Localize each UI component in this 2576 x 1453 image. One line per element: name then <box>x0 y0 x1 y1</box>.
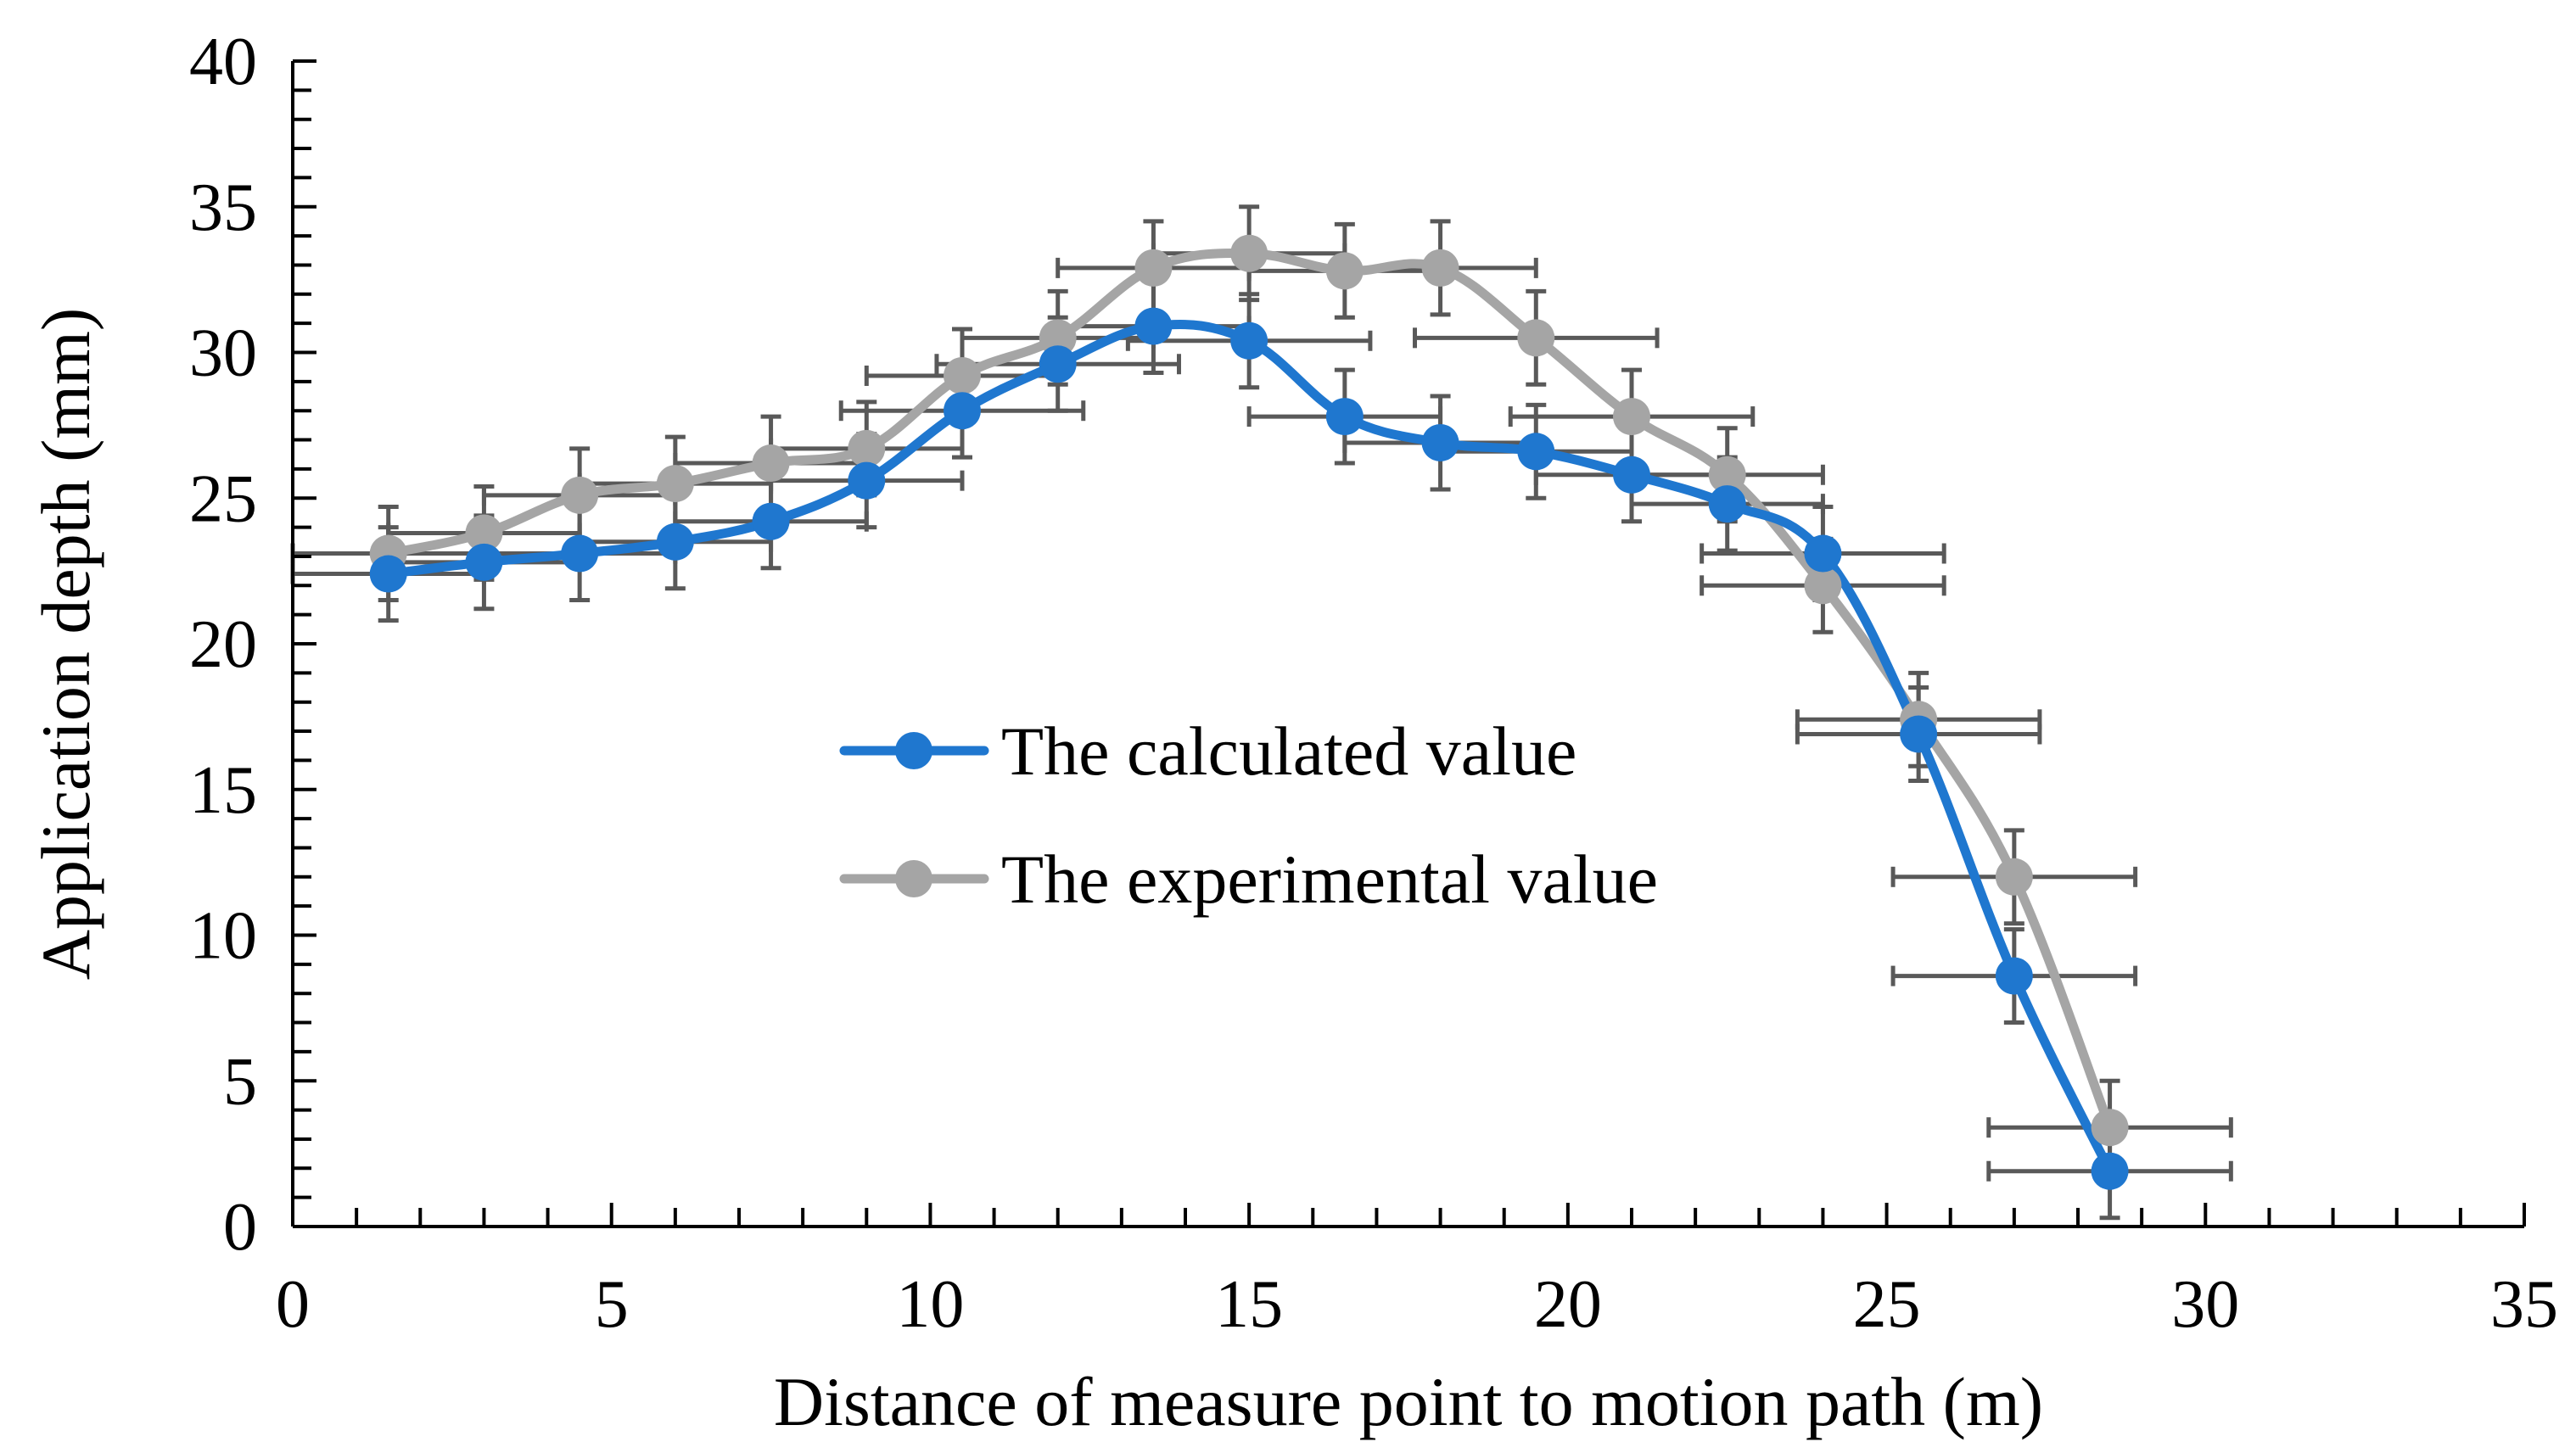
data-point-calculated <box>944 392 981 430</box>
data-point-experimental <box>1804 567 1842 605</box>
data-point-calculated <box>1039 345 1077 383</box>
data-point-experimental <box>1039 319 1077 357</box>
data-point-calculated <box>1517 433 1555 471</box>
data-point-calculated <box>1708 485 1746 523</box>
x-tick-label: 5 <box>595 1267 629 1342</box>
data-point-experimental <box>1995 858 2033 896</box>
x-tick-label: 35 <box>2490 1267 2558 1342</box>
x-tick-label: 15 <box>1215 1267 1283 1342</box>
data-point-experimental <box>561 476 599 514</box>
data-point-experimental <box>848 429 886 467</box>
y-tick-label: 0 <box>223 1190 257 1265</box>
data-point-calculated <box>465 543 503 581</box>
data-point-calculated <box>2091 1152 2129 1190</box>
data-point-experimental <box>1517 319 1555 357</box>
y-tick-label: 15 <box>189 753 257 828</box>
data-point-experimental <box>2091 1109 2129 1147</box>
data-point-experimental <box>465 514 503 552</box>
data-point-calculated <box>848 461 886 500</box>
y-tick-label: 10 <box>189 899 257 974</box>
data-point-calculated <box>1613 455 1650 494</box>
legend-label-calculated: The calculated value <box>1001 713 1576 790</box>
x-tick-label: 25 <box>1853 1267 1921 1342</box>
legend: The calculated value The experimental va… <box>839 713 1658 918</box>
data-point-calculated <box>1900 715 1938 753</box>
y-tick-label: 40 <box>189 25 257 99</box>
data-point-calculated <box>656 523 694 561</box>
data-point-experimental <box>1421 249 1459 287</box>
data-point-calculated <box>369 555 407 593</box>
data-point-experimental <box>1325 252 1364 290</box>
data-point-experimental <box>752 444 790 483</box>
x-tick-label: 30 <box>2171 1267 2239 1342</box>
data-point-calculated <box>1421 423 1459 461</box>
data-point-experimental <box>1613 398 1650 436</box>
legend-marker-calculated <box>895 732 932 769</box>
x-tick-label: 10 <box>896 1267 964 1342</box>
markers-layer <box>369 234 2129 1190</box>
series-lines-layer <box>384 249 2115 1176</box>
legend-label-experimental: The experimental value <box>1001 841 1658 918</box>
data-point-experimental <box>1708 455 1746 494</box>
data-point-calculated <box>1325 398 1364 436</box>
y-tick-label: 5 <box>223 1044 257 1119</box>
data-point-experimental <box>1230 234 1268 272</box>
y-axis-title: Application depth (mm) <box>27 308 104 981</box>
data-point-experimental <box>656 465 694 503</box>
x-tick-label: 20 <box>1534 1267 1602 1342</box>
data-point-calculated <box>561 534 599 573</box>
legend-marker-experimental <box>895 860 932 897</box>
data-point-calculated <box>1804 534 1842 573</box>
ticks-layer: 0 5 10 15 20 25 30 35 0 5 10 15 20 25 30 35 40 <box>189 25 2558 1342</box>
series-line-experimental <box>384 249 2115 1132</box>
y-tick-label: 30 <box>189 316 257 391</box>
data-point-experimental <box>1134 249 1173 287</box>
x-tick-label: 0 <box>276 1267 310 1342</box>
axes-layer <box>291 61 2524 1228</box>
x-axis-title: Distance of measure point to motion path… <box>774 1363 2043 1440</box>
y-tick-label: 35 <box>189 170 257 245</box>
data-point-calculated <box>1995 957 2033 995</box>
data-point-experimental <box>944 356 981 394</box>
y-tick-label: 25 <box>189 461 257 536</box>
series-line-calculated <box>384 319 2115 1176</box>
data-point-calculated <box>752 502 790 540</box>
y-tick-label: 20 <box>189 607 257 682</box>
data-point-calculated <box>1134 307 1173 345</box>
data-point-calculated <box>1230 321 1268 360</box>
